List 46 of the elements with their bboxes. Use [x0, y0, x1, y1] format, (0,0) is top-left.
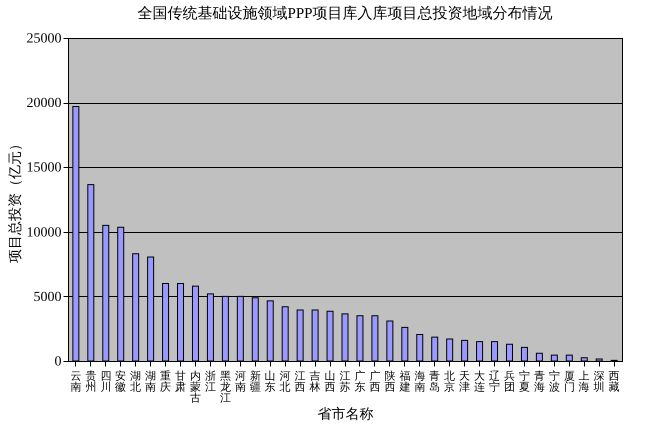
x-axis-title: 省市名称 — [318, 406, 374, 422]
x-tick-label: 西藏 — [608, 370, 620, 394]
x-tick-label: 天津 — [459, 370, 470, 394]
x-tick-label: 山东 — [264, 370, 276, 394]
x-tick-label: 江苏 — [340, 370, 350, 394]
x-tick-label: 广西 — [369, 370, 380, 394]
x-tick-label: 宁波 — [548, 370, 560, 394]
x-tick-label: 吉林 — [308, 370, 321, 394]
x-tick-label: 大连 — [474, 370, 486, 394]
x-tick-label: 深圳 — [592, 370, 605, 394]
x-tick-label: 贵州 — [85, 370, 96, 394]
y-tick-label: 0 — [54, 354, 62, 370]
x-tick-label: 河南 — [234, 370, 246, 394]
x-tick-label: 福建 — [398, 370, 410, 394]
x-tick-label: 青海 — [534, 370, 545, 394]
x-tick-label: 海南 — [414, 370, 426, 394]
x-tick-label: 重庆 — [160, 370, 172, 394]
y-tick-label: 5000 — [34, 290, 62, 305]
x-tick-label: 四川 — [100, 370, 112, 394]
y-tick-label: 10000 — [26, 225, 62, 240]
x-tick-label: 湖北 — [130, 370, 142, 394]
x-tick-label: 甘肃 — [175, 370, 186, 394]
x-tick-label: 江西 — [294, 370, 306, 394]
x-tick-label: 云南 — [70, 370, 82, 394]
x-tick-label: 宁夏 — [518, 370, 530, 394]
y-tick-label: 15000 — [26, 160, 62, 176]
x-tick-label: 山西 — [324, 370, 336, 394]
x-tick-label: 浙江 — [204, 370, 216, 394]
x-tick-label: 北京 — [444, 370, 456, 394]
x-tick-label: 新疆 — [250, 370, 261, 394]
x-tick-label: 河北 — [280, 370, 291, 394]
chart-title: 全国传统基础设施领域PPP项目库入库项目总投资地域分布情况 — [137, 5, 553, 22]
x-tick-label: 上海 — [578, 370, 590, 394]
x-tick-label: 兵团 — [504, 370, 515, 394]
y-tick-label: 25000 — [26, 32, 62, 46]
x-tick-label: 黑龙江 — [220, 370, 231, 404]
y-tick-label: 20000 — [26, 96, 62, 112]
x-tick-label: 陕西 — [384, 370, 396, 394]
x-tick-label: 湖南 — [145, 370, 156, 394]
x-tick-label: 青岛 — [429, 370, 440, 394]
x-tick-label: 辽宁 — [489, 370, 500, 394]
x-tick-label: 安徽 — [115, 370, 126, 394]
x-tick-label: 广东 — [354, 370, 366, 394]
y-axis-title: 项目总投资（亿元） — [8, 137, 24, 263]
x-tick-label: 内蒙古 — [190, 370, 201, 404]
x-tick-label: 厦门 — [564, 370, 575, 394]
